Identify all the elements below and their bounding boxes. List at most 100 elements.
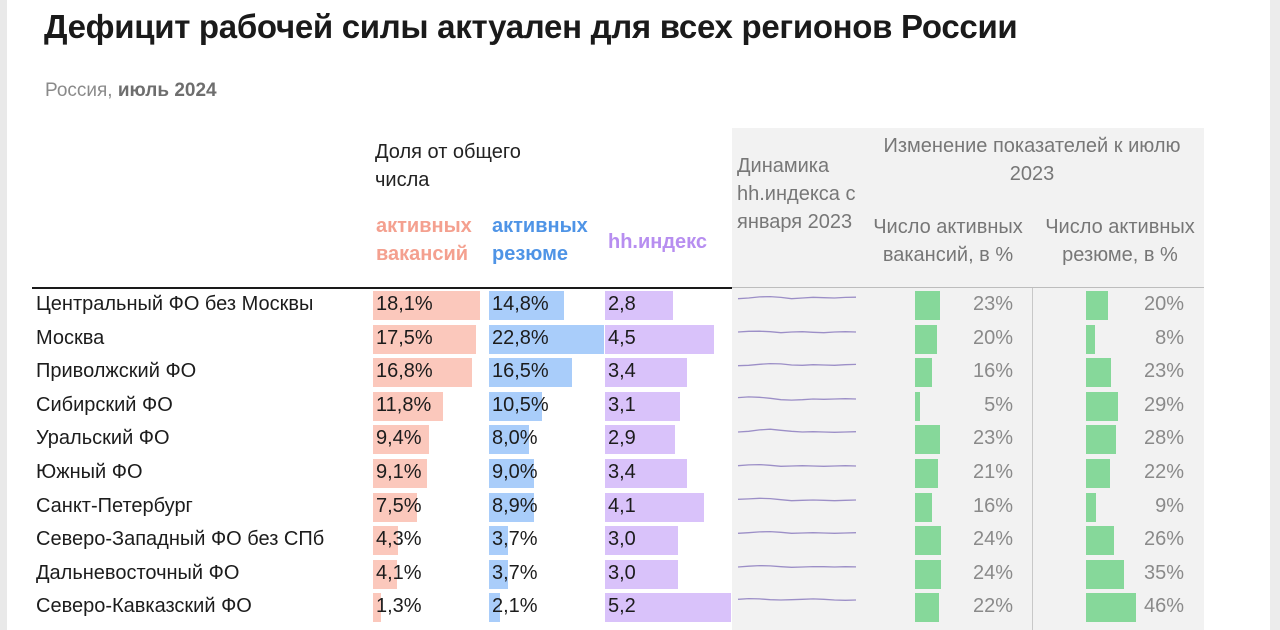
change-resumes-bar <box>1086 526 1115 556</box>
change-resumes-bar <box>1086 492 1096 522</box>
change-resumes-bar <box>1086 358 1111 388</box>
vacancies-bar <box>373 526 399 556</box>
hh-index-sparkline <box>737 363 857 367</box>
sparkline-path <box>737 363 857 367</box>
change-vacancies-bar <box>915 593 939 623</box>
hh-index-bar <box>605 391 681 421</box>
resumes-value: 9,0% <box>492 461 538 483</box>
resumes-bar <box>489 459 535 488</box>
sparkline-path <box>737 531 857 535</box>
resumes-value: 16,5% <box>492 360 549 383</box>
change-vacancies-value: 22% <box>972 595 1013 618</box>
hh-index-bar <box>605 291 673 320</box>
table-row: Южный ФО 9,1% 9,0% 3,4 21% 22% <box>0 457 1280 491</box>
hh-index-bar <box>605 593 731 623</box>
region-label: Дальневосточный ФО <box>36 561 240 584</box>
vacancies-bar <box>373 425 429 455</box>
header-hh-index: hh.индекс <box>608 231 708 253</box>
resumes-value: 10,5% <box>492 393 549 416</box>
table-row: Москва 17,5% 22,8% 4,5 20% 8% <box>0 323 1280 357</box>
change-vacancies-value: 16% <box>972 494 1013 517</box>
sparkline-path <box>737 463 857 467</box>
change-vacancies-bar <box>915 425 940 455</box>
vacancies-bar <box>373 324 477 354</box>
change-column-separator <box>1032 288 1033 630</box>
hh-index-bar <box>605 425 676 455</box>
table-row: Северо-Западный ФО без СПб 4,3% 3,7% 3,0 24%… <box>0 524 1280 558</box>
sparkline-path <box>737 598 857 602</box>
frame-left-border <box>0 0 7 630</box>
change-panel-background <box>732 128 1204 630</box>
header-divider <box>32 287 732 289</box>
header-change-resumes: Число активных резюме, в % <box>1045 216 1195 266</box>
resumes-value: 8,9% <box>492 494 538 517</box>
hh-index-value: 3,0 <box>608 561 636 584</box>
hh-index-sparkline <box>737 598 857 602</box>
header-divider-panel <box>732 287 1204 288</box>
table-row: Центральный ФО без Москвы 18,1% 14,8% 2,8 23… <box>0 289 1280 323</box>
resumes-value: 8,0% <box>492 427 538 450</box>
header-share: Доля от общего числа <box>375 141 521 191</box>
hh-index-sparkline <box>737 428 857 434</box>
hh-index-sparkline <box>737 564 857 568</box>
change-resumes-value: 29% <box>1143 393 1184 416</box>
resumes-bar <box>489 526 508 556</box>
region-label: Приволжский ФО <box>36 360 197 383</box>
sparkline-path <box>737 396 857 401</box>
change-resumes-bar <box>1086 559 1125 589</box>
hh-index-value: 2,8 <box>608 293 636 315</box>
vacancies-value: 11,8% <box>376 393 432 416</box>
header-resumes: активных резюме <box>492 215 588 265</box>
change-resumes-value: 9% <box>1155 494 1184 517</box>
vacancies-value: 1,3% <box>376 595 422 618</box>
resumes-bar <box>489 492 534 522</box>
vacancies-value: 18,1% <box>376 293 433 315</box>
hh-index-sparkline <box>737 330 857 333</box>
resumes-value: 14,8% <box>492 293 549 315</box>
vacancies-bar <box>373 559 398 589</box>
change-resumes-value: 46% <box>1143 595 1184 618</box>
region-label: Северо-Кавказский ФО <box>36 595 252 618</box>
sparkline-path <box>737 497 857 501</box>
change-resumes-value: 23% <box>1143 360 1184 383</box>
vacancies-bar <box>373 291 480 320</box>
hh-index-value: 4,1 <box>608 494 636 517</box>
change-vacancies-value: 23% <box>972 293 1013 315</box>
table-row: Приволжский ФО 16,8% 16,5% 3,4 16% 23% <box>0 356 1280 390</box>
resumes-bar <box>489 291 564 320</box>
vacancies-bar <box>373 459 427 488</box>
subtitle-region: Россия, <box>45 80 113 101</box>
vacancies-bar <box>373 492 418 522</box>
vacancies-bar <box>373 358 473 388</box>
change-vacancies-bar <box>915 459 938 488</box>
change-resumes-bar <box>1086 425 1117 455</box>
header-vacancies: активных вакансий <box>376 215 472 265</box>
hh-index-value: 3,4 <box>608 360 636 383</box>
header-dynamics: Динамика hh.индекса с января 2023 <box>737 155 856 233</box>
hh-index-bar <box>605 492 705 522</box>
change-resumes-bar <box>1086 324 1095 354</box>
vacancies-value: 16,8% <box>376 360 433 383</box>
resumes-bar <box>489 324 604 354</box>
change-vacancies-bar <box>915 526 942 556</box>
change-vacancies-bar <box>915 358 933 388</box>
hh-index-sparkline <box>737 295 857 300</box>
table-row: Северо-Кавказский ФО 1,3% 2,1% 5,2 22% 46% <box>0 591 1280 625</box>
hh-index-value: 5,2 <box>608 595 636 618</box>
change-resumes-bar <box>1086 593 1136 623</box>
table-row: Сибирский ФО 11,8% 10,5% 3,1 5% 29% <box>0 390 1280 424</box>
region-label: Москва <box>36 326 105 349</box>
change-resumes-value: 20% <box>1143 293 1184 315</box>
region-label: Южный ФО <box>36 461 143 483</box>
hh-index-value: 3,4 <box>608 461 636 483</box>
change-resumes-bar <box>1086 291 1108 320</box>
change-vacancies-bar <box>915 291 940 320</box>
subtitle-period: июль 2024 <box>117 80 217 101</box>
hh-index-bar <box>605 358 688 388</box>
subtitle: Россия, июль 2024 <box>45 80 217 102</box>
sparkline-path <box>737 295 857 300</box>
change-vacancies-value: 20% <box>972 326 1013 349</box>
region-label: Сибирский ФО <box>36 393 173 416</box>
resumes-bar <box>489 593 500 623</box>
change-resumes-value: 26% <box>1143 528 1184 551</box>
